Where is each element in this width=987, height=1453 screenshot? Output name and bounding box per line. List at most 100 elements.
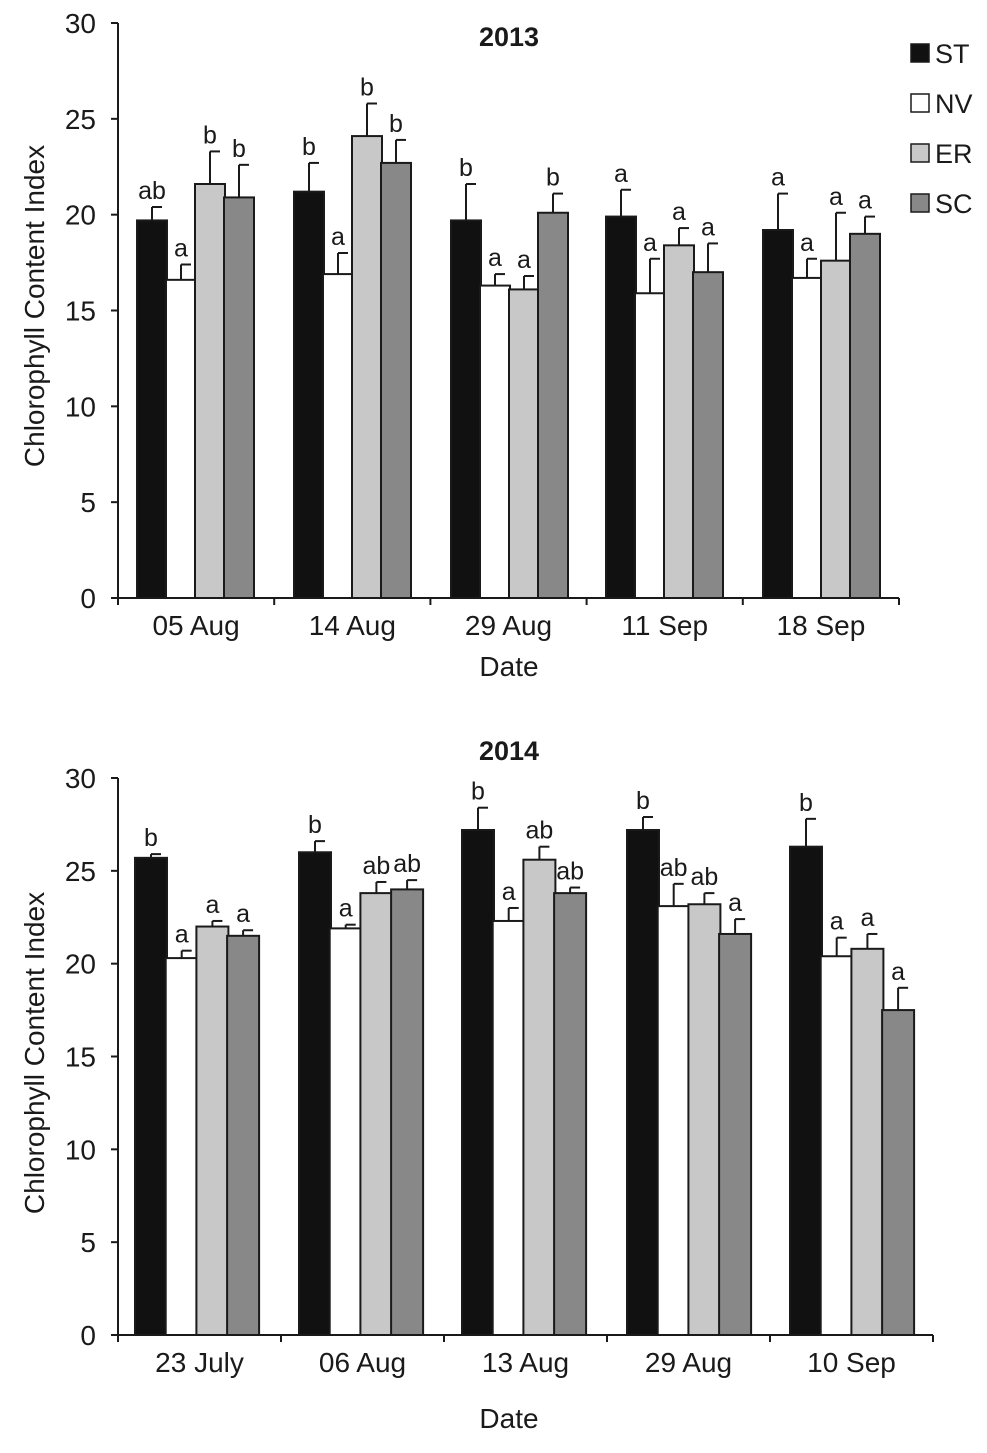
significance-letter: b xyxy=(546,164,560,192)
chart-2014: 2014 Chlorophyll Content Index Date 0 5 10… xyxy=(19,736,934,1434)
legend-item-sc: SC xyxy=(910,189,973,219)
bar-st xyxy=(293,190,325,600)
significance-letter: a xyxy=(614,160,628,188)
x-axis-label: Date xyxy=(479,1403,538,1434)
y-tick-label: 10 xyxy=(65,391,96,422)
significance-letter: a xyxy=(701,213,715,241)
significance-letter: b xyxy=(308,811,322,839)
bar-st xyxy=(461,828,495,1337)
y-axis-label: Chlorophyll Content Index xyxy=(19,145,50,467)
y-tick-label: 25 xyxy=(65,856,96,887)
significance-letter: a xyxy=(800,229,814,257)
significance-letter: b xyxy=(302,133,316,161)
significance-letter: b xyxy=(471,778,485,806)
significance-letter: a xyxy=(829,183,843,211)
bar-sc xyxy=(380,161,412,600)
y-tick-label: 5 xyxy=(80,487,96,518)
bar-er xyxy=(508,288,540,599)
significance-letter: a xyxy=(175,921,189,949)
significance-letter: a xyxy=(860,904,874,932)
legend-item-er: ER xyxy=(910,139,973,169)
significance-letter: ab xyxy=(690,863,718,891)
legend-item-st: ST xyxy=(910,39,970,69)
bar-er xyxy=(820,259,852,599)
y-tick-label: 25 xyxy=(65,104,96,135)
bar-er xyxy=(687,903,722,1337)
bar-st xyxy=(134,856,168,1336)
significance-letter: ab xyxy=(556,858,584,886)
bar-sc xyxy=(553,892,588,1336)
significance-letter: ab xyxy=(138,177,166,205)
y-tick-label: 5 xyxy=(80,1227,96,1258)
chart-title: 2014 xyxy=(479,736,539,766)
bar-sc xyxy=(881,1009,916,1336)
significance-letter: a xyxy=(672,198,686,226)
bar-sc xyxy=(718,932,753,1337)
bar-st xyxy=(298,851,332,1336)
bar-sc xyxy=(692,271,724,599)
significance-letter: ab xyxy=(393,850,421,878)
bar-er xyxy=(522,858,557,1337)
bar-nv xyxy=(791,276,823,599)
significance-letter: b xyxy=(799,789,813,817)
bar-sc xyxy=(223,196,255,600)
significance-letter: a xyxy=(728,889,742,917)
bar-nv xyxy=(165,278,197,599)
legend-label-sc: SC xyxy=(935,189,973,219)
y-tick-label: 10 xyxy=(65,1134,96,1165)
significance-letter: a xyxy=(331,223,345,251)
x-tick-label: 11 Sep xyxy=(621,610,708,641)
significance-letter: ab xyxy=(660,854,688,882)
chart-2013: 2013 Chlorophyll Content Index Date 0 5 10… xyxy=(19,8,900,682)
x-tick-label: 06 Aug xyxy=(319,1347,406,1378)
bar-nv xyxy=(164,957,199,1336)
bar-er xyxy=(195,925,230,1336)
significance-letter: a xyxy=(236,900,250,928)
significance-letter: a xyxy=(517,246,531,274)
legend-swatch-sc xyxy=(910,193,930,213)
x-tick-label: 13 Aug xyxy=(482,1347,569,1378)
significance-letter: a xyxy=(174,235,188,263)
x-tick-label: 23 July xyxy=(155,1347,244,1378)
significance-letter: a xyxy=(858,187,872,215)
x-tick-label: 10 Sep xyxy=(807,1347,896,1378)
significance-letter: b xyxy=(232,135,246,163)
significance-letter: a xyxy=(488,244,502,272)
chart-title: 2013 xyxy=(479,22,539,52)
bar-st xyxy=(762,229,794,599)
significance-letter: b xyxy=(203,121,217,149)
y-tick-label: 20 xyxy=(65,949,96,980)
bar-nv xyxy=(819,955,854,1336)
significance-letter: a xyxy=(771,164,785,192)
y-tick-label: 30 xyxy=(65,8,96,39)
significance-letter: ab xyxy=(362,852,390,880)
bar-nv xyxy=(634,292,666,599)
bar-er xyxy=(850,947,885,1337)
significance-letter: a xyxy=(891,958,905,986)
bar-nv xyxy=(656,905,691,1336)
bar-er xyxy=(359,892,394,1336)
significance-letter: b xyxy=(360,74,374,102)
bar-st xyxy=(450,219,482,600)
legend-swatch-nv xyxy=(910,93,930,113)
bar-nv xyxy=(491,919,526,1336)
legend-label-nv: NV xyxy=(935,89,973,119)
bar-st xyxy=(605,215,637,599)
y-tick-label: 0 xyxy=(80,1320,96,1351)
significance-letter: b xyxy=(144,824,158,852)
x-axis-label: Date xyxy=(479,651,538,682)
bar-st xyxy=(136,219,168,600)
x-tick-label: 29 Aug xyxy=(645,1347,732,1378)
significance-letter: b xyxy=(459,154,473,182)
y-tick-label: 20 xyxy=(65,200,96,231)
bar-sc xyxy=(390,888,425,1337)
bar-st xyxy=(626,828,660,1337)
y-tick-label: 30 xyxy=(65,763,96,794)
legend-label-er: ER xyxy=(935,139,973,169)
y-tick-label: 0 xyxy=(80,583,96,614)
plot-area: 0 5 10 15 20 25 30 05 Aug 14 Aug 29 Aug 11 Sep 18 S… xyxy=(65,8,900,641)
legend-swatch-er xyxy=(910,143,930,163)
legend-swatch-st xyxy=(910,43,930,63)
bar-sc xyxy=(537,211,569,599)
bar-st xyxy=(789,845,823,1336)
